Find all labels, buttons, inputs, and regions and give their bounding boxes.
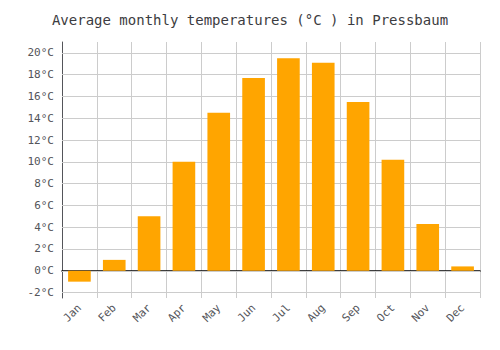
svg-text:Apr: Apr [165, 301, 188, 324]
svg-text:4°C: 4°C [34, 221, 54, 234]
svg-text:14°C: 14°C [28, 112, 55, 125]
svg-text:Mar: Mar [130, 301, 153, 324]
svg-text:Dec: Dec [444, 301, 467, 324]
svg-text:16°C: 16°C [28, 90, 55, 103]
svg-text:0°C: 0°C [34, 264, 54, 277]
svg-text:12°C: 12°C [28, 134, 55, 147]
svg-text:2°C: 2°C [34, 242, 54, 255]
svg-text:8°C: 8°C [34, 177, 54, 190]
svg-text:10°C: 10°C [28, 155, 55, 168]
svg-text:May: May [200, 301, 223, 324]
svg-text:20°C: 20°C [28, 46, 55, 59]
svg-text:18°C: 18°C [28, 68, 55, 81]
svg-text:Jun: Jun [235, 301, 258, 324]
svg-text:Nov: Nov [409, 301, 432, 324]
svg-text:6°C: 6°C [34, 199, 54, 212]
svg-text:-2°C: -2°C [28, 286, 55, 299]
svg-text:Jan: Jan [61, 301, 84, 324]
svg-text:Aug: Aug [305, 301, 328, 324]
svg-text:Average monthly temperatures (: Average monthly temperatures (°C ) in Pr… [52, 12, 448, 28]
svg-text:Sep: Sep [339, 301, 362, 324]
svg-text:Feb: Feb [96, 301, 119, 324]
svg-text:Oct: Oct [374, 301, 397, 324]
svg-text:Jul: Jul [270, 301, 293, 324]
